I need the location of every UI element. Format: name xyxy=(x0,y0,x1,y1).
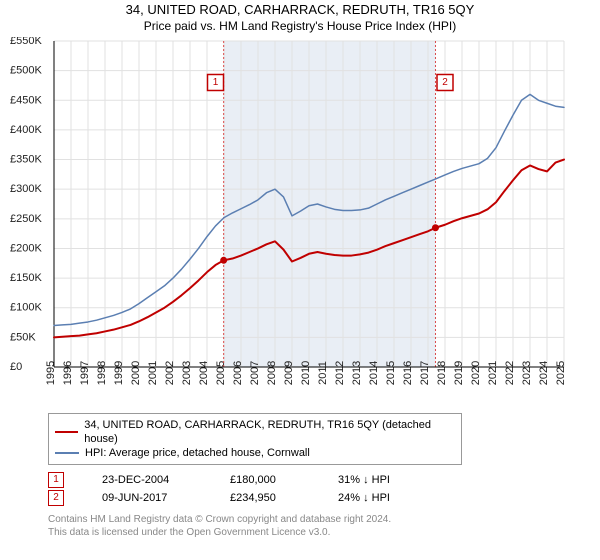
footer-line-1: Contains HM Land Registry data © Crown c… xyxy=(48,513,600,526)
x-tick-label: 2001 xyxy=(147,361,159,385)
y-tick-label: £50K xyxy=(10,331,36,343)
y-tick-label: £0 xyxy=(10,361,22,373)
sale-row: 2 09-JUN-2017 £234,950 24% ↓ HPI xyxy=(48,489,600,507)
x-tick-label: 2025 xyxy=(555,361,567,385)
x-tick-label: 2020 xyxy=(470,361,482,385)
x-tick-label: 2024 xyxy=(538,361,550,385)
y-tick-label: £400K xyxy=(10,124,42,136)
footer-attribution: Contains HM Land Registry data © Crown c… xyxy=(48,513,600,539)
x-tick-label: 2011 xyxy=(317,361,329,385)
x-tick-label: 2002 xyxy=(164,361,176,385)
chart-subtitle: Price paid vs. HM Land Registry's House … xyxy=(0,17,600,37)
y-tick-label: £150K xyxy=(10,272,42,284)
legend-swatch xyxy=(55,431,78,433)
x-tick-label: 1999 xyxy=(113,361,125,385)
x-tick-label: 2014 xyxy=(368,361,380,385)
x-tick-label: 2003 xyxy=(181,361,193,385)
chart-title: 34, UNITED ROAD, CARHARRACK, REDRUTH, TR… xyxy=(0,0,600,17)
x-tick-label: 2000 xyxy=(130,361,142,385)
chart-marker-number: 1 xyxy=(213,77,219,88)
x-tick-label: 2012 xyxy=(334,361,346,385)
sale-point xyxy=(432,224,439,231)
y-tick-label: £500K xyxy=(10,65,42,77)
sale-date: 23-DEC-2004 xyxy=(102,471,212,489)
sale-price: £180,000 xyxy=(230,471,320,489)
x-tick-label: 1998 xyxy=(96,361,108,385)
x-tick-label: 2004 xyxy=(198,361,210,385)
sale-date: 09-JUN-2017 xyxy=(102,489,212,507)
x-tick-label: 2015 xyxy=(385,361,397,385)
x-tick-label: 2023 xyxy=(521,361,533,385)
x-tick-label: 2018 xyxy=(436,361,448,385)
x-tick-label: 2009 xyxy=(283,361,295,385)
x-tick-label: 2017 xyxy=(419,361,431,385)
chart-plot-area: £0 £50K £100K £150K £200K £250K £300K £350K £400… xyxy=(10,37,570,407)
y-tick-label: £550K xyxy=(10,37,42,47)
legend-label: HPI: Average price, detached house, Corn… xyxy=(85,446,310,460)
sale-row: 1 23-DEC-2004 £180,000 31% ↓ HPI xyxy=(48,471,600,489)
legend-row: 34, UNITED ROAD, CARHARRACK, REDRUTH, TR… xyxy=(55,418,455,446)
sale-hpi-diff: 31% ↓ HPI xyxy=(338,471,438,489)
y-tick-label: £350K xyxy=(10,154,42,166)
x-tick-label: 2008 xyxy=(266,361,278,385)
x-tick-label: 2022 xyxy=(504,361,516,385)
x-tick-label: 1996 xyxy=(62,361,74,385)
x-tick-label: 2006 xyxy=(232,361,244,385)
x-tick-label: 2013 xyxy=(351,361,363,385)
sales-table: 1 23-DEC-2004 £180,000 31% ↓ HPI 2 09-JUN-201… xyxy=(48,471,600,507)
legend-row: HPI: Average price, detached house, Corn… xyxy=(55,446,455,460)
chart-container: 34, UNITED ROAD, CARHARRACK, REDRUTH, TR… xyxy=(0,0,600,560)
sale-marker-box: 2 xyxy=(48,490,64,506)
x-tick-label: 1997 xyxy=(79,361,91,385)
price-chart-svg: £0 £50K £100K £150K £200K £250K £300K £350K £400… xyxy=(10,37,570,407)
sale-point xyxy=(220,257,227,264)
x-tick-label: 2010 xyxy=(300,361,312,385)
y-tick-label: £450K xyxy=(10,94,42,106)
x-tick-label: 2019 xyxy=(453,361,465,385)
chart-marker-number: 2 xyxy=(442,77,448,88)
sale-price: £234,950 xyxy=(230,489,320,507)
x-tick-label: 2005 xyxy=(215,361,227,385)
legend-swatch xyxy=(55,452,79,454)
y-tick-label: £250K xyxy=(10,213,42,225)
footer-line-2: This data is licensed under the Open Gov… xyxy=(48,526,600,539)
y-tick-label: £300K xyxy=(10,183,42,195)
x-tick-label: 2021 xyxy=(487,361,499,385)
sale-hpi-diff: 24% ↓ HPI xyxy=(338,489,438,507)
legend-label: 34, UNITED ROAD, CARHARRACK, REDRUTH, TR… xyxy=(84,418,455,446)
legend: 34, UNITED ROAD, CARHARRACK, REDRUTH, TR… xyxy=(48,413,462,465)
sale-marker-box: 1 xyxy=(48,472,64,488)
x-tick-label: 1995 xyxy=(45,361,57,385)
x-tick-label: 2016 xyxy=(402,361,414,385)
shaded-band xyxy=(224,41,436,367)
y-tick-label: £100K xyxy=(10,302,42,314)
y-tick-label: £200K xyxy=(10,242,42,254)
x-tick-label: 2007 xyxy=(249,361,261,385)
